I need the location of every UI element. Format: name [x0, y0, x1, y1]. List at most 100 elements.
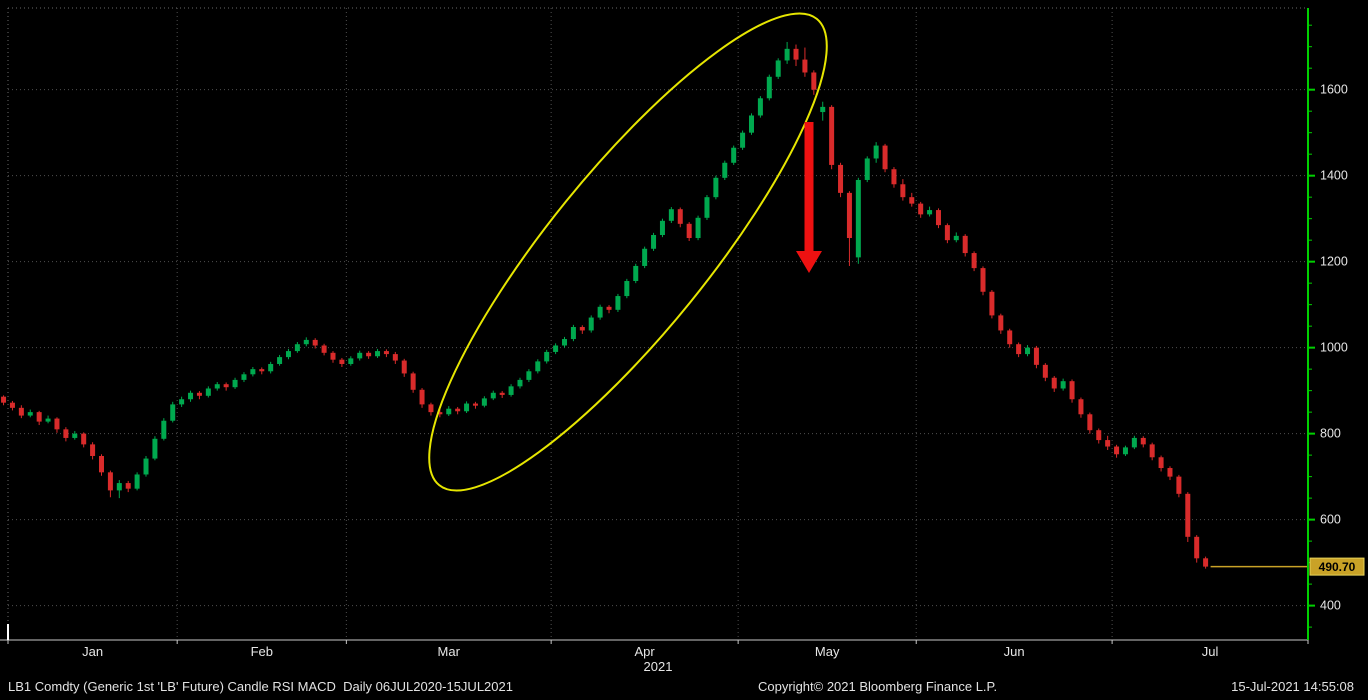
candle — [615, 293, 621, 312]
candle — [392, 351, 398, 364]
candle — [250, 366, 256, 377]
price-tick-label: 600 — [1320, 513, 1341, 527]
crash-arrow-annotation — [796, 122, 822, 273]
candle — [642, 246, 648, 269]
candle — [731, 145, 737, 165]
candle — [1060, 378, 1066, 391]
candle — [27, 409, 33, 418]
candle — [170, 401, 176, 423]
candle — [9, 400, 15, 411]
candle — [419, 388, 425, 408]
candle — [1158, 455, 1164, 472]
candle — [980, 266, 986, 296]
candle — [757, 96, 763, 118]
candle — [544, 349, 550, 364]
timestamp: 15-Jul-2021 14:55:08 — [1231, 679, 1354, 694]
candle — [277, 354, 283, 366]
candle — [1203, 556, 1209, 569]
candle — [998, 313, 1004, 334]
month-label: Jan — [82, 644, 103, 659]
candle — [802, 47, 808, 77]
candle — [1149, 442, 1155, 461]
candle — [962, 234, 968, 257]
candle — [143, 455, 149, 477]
candle — [1105, 435, 1111, 450]
candle — [188, 390, 194, 402]
candle — [918, 201, 924, 218]
candle — [1096, 428, 1102, 444]
candle — [873, 142, 879, 163]
candle — [659, 218, 665, 238]
status-bar: LB1 Comdty (Generic 1st 'LB' Future) Can… — [0, 674, 1368, 700]
price-tick-label: 1600 — [1320, 83, 1348, 97]
candle — [624, 278, 630, 299]
candle — [1051, 376, 1057, 392]
candle — [81, 432, 87, 448]
month-label: Apr — [635, 644, 656, 659]
candle — [330, 351, 336, 363]
candle — [989, 290, 995, 319]
candle — [1176, 474, 1182, 498]
candle — [677, 207, 683, 228]
candle — [864, 156, 870, 183]
candle — [294, 342, 300, 353]
month-label: Jun — [1004, 644, 1025, 659]
candle — [375, 348, 381, 358]
month-label: Mar — [438, 644, 461, 659]
price-axis: 400 600 800 1000 1200 1400 1600 — [1307, 8, 1348, 640]
candle — [179, 396, 185, 407]
price-chart[interactable]: 400 600 800 1000 1200 1400 1600 490.70 Jan Feb Mar… — [0, 0, 1368, 674]
candle — [312, 338, 318, 349]
candle — [1185, 492, 1191, 542]
candle — [927, 206, 933, 217]
candle — [1033, 345, 1039, 369]
candle — [704, 195, 710, 220]
candle — [285, 348, 291, 360]
candle — [116, 480, 122, 499]
candle — [570, 324, 576, 342]
candle — [597, 304, 603, 320]
candle — [517, 377, 523, 389]
candle — [63, 427, 69, 442]
price-tick-label: 1000 — [1320, 341, 1348, 355]
rally-ellipse-annotation — [428, 12, 828, 492]
price-tick-label: 1200 — [1320, 255, 1348, 269]
candle — [1114, 444, 1120, 458]
candle — [784, 41, 790, 64]
candle — [268, 361, 274, 374]
candle — [775, 58, 781, 79]
candle — [1042, 363, 1048, 382]
candle — [535, 359, 541, 374]
last-price-label: 490.70 — [1309, 557, 1365, 576]
candle — [766, 74, 772, 101]
candle — [455, 406, 461, 415]
candle — [579, 325, 585, 334]
candle — [526, 369, 532, 383]
candle — [1167, 466, 1173, 481]
candle — [481, 396, 487, 408]
candle — [366, 351, 372, 359]
candle — [214, 382, 220, 391]
candle — [303, 337, 309, 347]
chart-frame — [0, 7, 1309, 644]
candlestick-series — [1, 41, 1209, 569]
chart-description: LB1 Comdty (Generic 1st 'LB' Future) Can… — [8, 679, 513, 694]
year-label: 2021 — [644, 659, 673, 674]
candle — [196, 391, 202, 400]
candle — [401, 358, 407, 377]
candle — [72, 431, 78, 440]
candle — [446, 406, 452, 417]
candle — [793, 44, 799, 67]
candle — [1078, 397, 1084, 418]
candle — [838, 162, 844, 198]
candle — [1194, 535, 1200, 563]
candle — [98, 454, 104, 476]
candle — [1069, 379, 1075, 403]
candle — [891, 167, 897, 188]
price-tick-label: 800 — [1320, 427, 1341, 441]
candle — [686, 222, 692, 242]
candle — [935, 208, 941, 229]
candle — [722, 160, 728, 180]
candle — [54, 417, 60, 433]
candle — [606, 305, 612, 314]
